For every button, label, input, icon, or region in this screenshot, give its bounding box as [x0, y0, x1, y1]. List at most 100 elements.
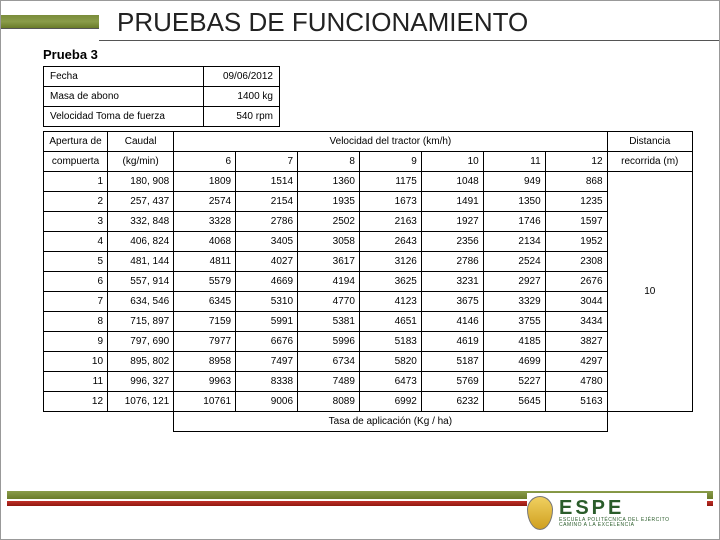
cell-value: 2154 — [236, 192, 298, 212]
cell-value: 2356 — [421, 232, 483, 252]
cell-apertura: 9 — [44, 332, 108, 352]
meta-value: 09/06/2012 — [204, 67, 280, 87]
table-row: 5481, 1444811402736173126278625242308 — [44, 252, 693, 272]
meta-row: Velocidad Toma de fuerza540 rpm — [44, 107, 280, 127]
cell-value: 2786 — [421, 252, 483, 272]
cell-value: 5579 — [174, 272, 236, 292]
table-row: 2257, 4372574215419351673149113501235 — [44, 192, 693, 212]
title-bar: PRUEBAS DE FUNCIONAMIENTO — [1, 1, 719, 43]
cell-value: 1048 — [421, 172, 483, 192]
meta-label: Masa de abono — [44, 87, 204, 107]
cell-value: 1809 — [174, 172, 236, 192]
accent-stripe — [1, 15, 99, 29]
cell-value: 2163 — [359, 212, 421, 232]
table-row: 121076, 12110761900680896992623256455163 — [44, 392, 693, 412]
cell-caudal: 257, 437 — [108, 192, 174, 212]
cell-value: 4027 — [236, 252, 298, 272]
cell-value: 1350 — [483, 192, 545, 212]
hdr-caudal: Caudal — [108, 132, 174, 152]
cell-value: 3058 — [298, 232, 360, 252]
cell-value: 9006 — [236, 392, 298, 412]
hdr-speed: 8 — [298, 152, 360, 172]
cell-value: 1491 — [421, 192, 483, 212]
logo-text: ESPE ESCUELA POLITÉCNICA DEL EJÉRCITO CA… — [559, 498, 669, 528]
table-row: 7634, 5466345531047704123367533293044 — [44, 292, 693, 312]
cell-value: 5163 — [545, 392, 607, 412]
cell-value: 2524 — [483, 252, 545, 272]
cell-caudal: 895, 802 — [108, 352, 174, 372]
cell-value: 4185 — [483, 332, 545, 352]
cell-apertura: 11 — [44, 372, 108, 392]
meta-label: Fecha — [44, 67, 204, 87]
table-row: 10895, 8028958749767345820518746994297 — [44, 352, 693, 372]
cell-apertura: 7 — [44, 292, 108, 312]
cell-value: 5183 — [359, 332, 421, 352]
logo-line2: CAMINO A LA EXCELENCIA — [559, 523, 669, 528]
table-row: 4406, 8244068340530582643235621341952 — [44, 232, 693, 252]
logo-shield-icon — [527, 496, 553, 530]
cell-value: 2134 — [483, 232, 545, 252]
cell-apertura: 2 — [44, 192, 108, 212]
hdr-distancia: Distancia — [607, 132, 692, 152]
cell-value: 3755 — [483, 312, 545, 332]
cell-value: 8089 — [298, 392, 360, 412]
hdr-speed: 6 — [174, 152, 236, 172]
meta-label: Velocidad Toma de fuerza — [44, 107, 204, 127]
cell-caudal: 715, 897 — [108, 312, 174, 332]
cell-value: 2786 — [236, 212, 298, 232]
cell-caudal: 557, 914 — [108, 272, 174, 292]
cell-value: 5645 — [483, 392, 545, 412]
cell-caudal: 481, 144 — [108, 252, 174, 272]
cell-value: 2676 — [545, 272, 607, 292]
cell-value: 2643 — [359, 232, 421, 252]
cell-value: 1175 — [359, 172, 421, 192]
cell-value: 949 — [483, 172, 545, 192]
cell-apertura: 4 — [44, 232, 108, 252]
hdr-speed: 9 — [359, 152, 421, 172]
cell-caudal: 332, 848 — [108, 212, 174, 232]
cell-caudal: 180, 908 — [108, 172, 174, 192]
subtitle: Prueba 3 — [1, 43, 719, 66]
cell-value: 8338 — [236, 372, 298, 392]
cell-value: 6232 — [421, 392, 483, 412]
meta-table: Fecha09/06/2012Masa de abono1400 kgVeloc… — [43, 66, 280, 127]
cell-value: 4619 — [421, 332, 483, 352]
table-row: 1180, 9081809151413601175104894986810 — [44, 172, 693, 192]
cell-value: 4297 — [545, 352, 607, 372]
cell-value: 5769 — [421, 372, 483, 392]
table-row: 11996, 3279963833874896473576952274780 — [44, 372, 693, 392]
meta-value: 540 rpm — [204, 107, 280, 127]
hdr-caudal-unit: (kg/min) — [108, 152, 174, 172]
page-title: PRUEBAS DE FUNCIONAMIENTO — [99, 4, 719, 41]
cell-value: 3044 — [545, 292, 607, 312]
cell-caudal: 1076, 121 — [108, 392, 174, 412]
cell-value: 4123 — [359, 292, 421, 312]
cell-value: 6676 — [236, 332, 298, 352]
cell-value: 6992 — [359, 392, 421, 412]
cell-caudal: 797, 690 — [108, 332, 174, 352]
cell-value: 3231 — [421, 272, 483, 292]
cell-apertura: 1 — [44, 172, 108, 192]
cell-value: 5996 — [298, 332, 360, 352]
cell-value: 4068 — [174, 232, 236, 252]
cell-value: 1935 — [298, 192, 360, 212]
table-row: 6557, 9145579466941943625323129272676 — [44, 272, 693, 292]
cell-value: 7977 — [174, 332, 236, 352]
cell-value: 6345 — [174, 292, 236, 312]
cell-value: 4651 — [359, 312, 421, 332]
cell-value: 4770 — [298, 292, 360, 312]
cell-value: 4811 — [174, 252, 236, 272]
cell-value: 3617 — [298, 252, 360, 272]
cell-value: 5187 — [421, 352, 483, 372]
meta-row: Fecha09/06/2012 — [44, 67, 280, 87]
cell-value: 1746 — [483, 212, 545, 232]
cell-value: 3126 — [359, 252, 421, 272]
cell-value: 4146 — [421, 312, 483, 332]
cell-value: 2927 — [483, 272, 545, 292]
cell-value: 3405 — [236, 232, 298, 252]
table-row: 3332, 8483328278625022163192717461597 — [44, 212, 693, 232]
cell-value: 4669 — [236, 272, 298, 292]
cell-value: 5310 — [236, 292, 298, 312]
cell-value: 5227 — [483, 372, 545, 392]
cell-value: 7489 — [298, 372, 360, 392]
